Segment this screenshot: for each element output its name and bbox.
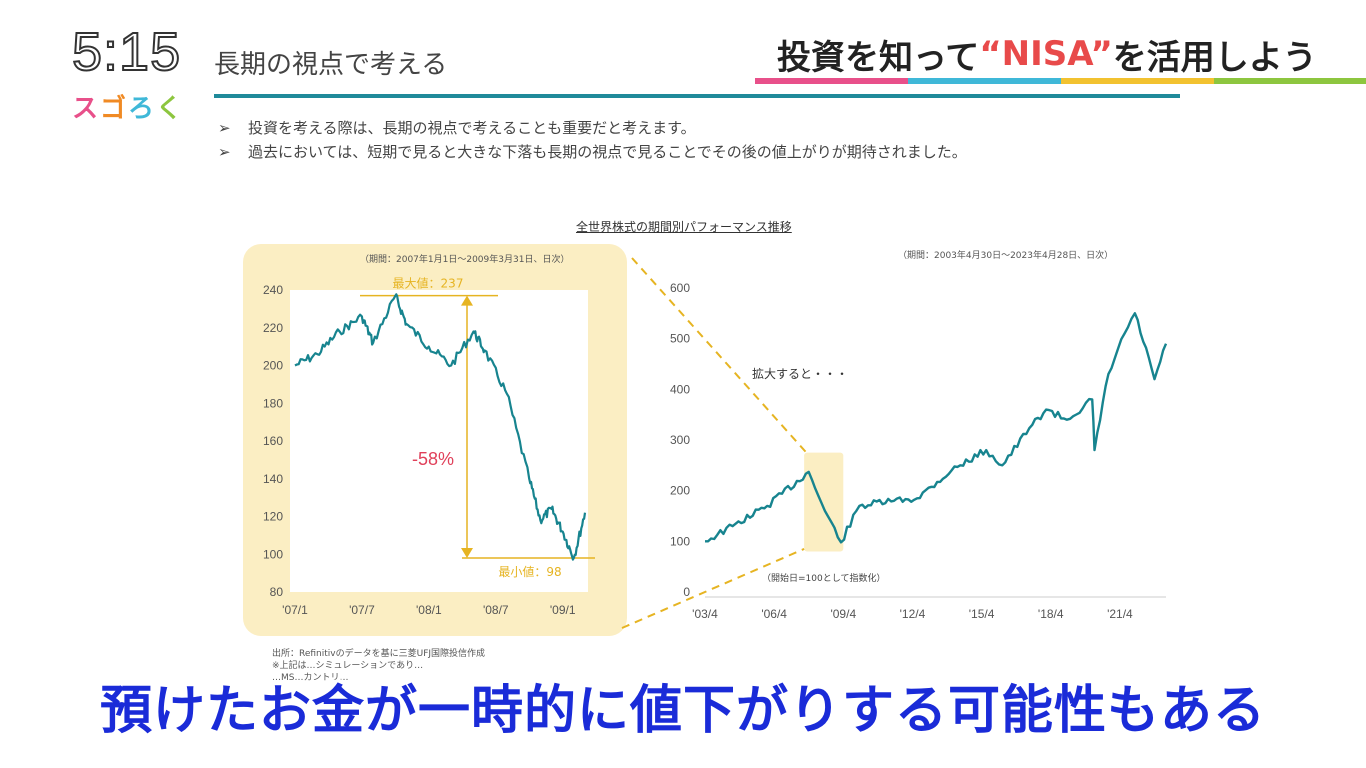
main-y-tick: 300 (670, 433, 690, 447)
max-label: 最大値：237 (393, 276, 464, 291)
banner-stripe-yellow (1061, 78, 1214, 84)
banner-stripe-blue (908, 78, 1061, 84)
source-note: 出所：Refinitivのデータを基に三菱UFJ国際投信作成 ※上記は…シミュレ… (272, 649, 486, 683)
bullet-item: ➢ 投資を考える際は、長期の視点で考えることも重要だと考えます。 (218, 119, 696, 137)
inset-x-tick: '08/1 (416, 603, 442, 617)
inset-y-tick: 100 (263, 547, 283, 561)
zoom-connector-top (631, 257, 808, 454)
inset-y-tick: 160 (263, 434, 283, 448)
main-x-tick: '06/4 (761, 607, 787, 621)
main-y-tick: 600 (670, 281, 690, 295)
drop-arrow-head-up (461, 295, 473, 306)
topic-banner: 投資を知って “NISA” を活用しよう (755, 28, 1366, 80)
main-x-tick: '18/4 (1038, 607, 1064, 621)
inset-y-tick: 140 (263, 472, 283, 486)
main-y-tick: 200 (670, 484, 690, 498)
inset-x-tick: '09/1 (550, 603, 576, 617)
bullet-item: ➢ 過去においては、短期で見ると大きな下落も長期の視点で見ることでその後の値上がり… (218, 143, 967, 161)
inset-period: （期間：2007年1月1日～2009年3月31日、日次） (360, 255, 570, 265)
banner-stripe-pink (755, 78, 908, 84)
program-logo: スゴろく (72, 94, 185, 124)
main-x-tick: '09/4 (830, 607, 856, 621)
slide-title: 長期の視点で考える (214, 50, 448, 80)
inset-y-tick: 120 (263, 510, 283, 524)
main-y-tick: 400 (670, 382, 690, 396)
caption-subtitle: 預けたお金が一時的に値下がりする可能性もある (99, 680, 1266, 741)
index-note: （開始日=100として指数化） (762, 572, 885, 584)
main-x-tick: '15/4 (969, 607, 995, 621)
inset-y-tick: 240 (263, 283, 283, 297)
clock: 5:15 (71, 21, 182, 83)
main-x-tick: '12/4 (900, 607, 926, 621)
main-y-tick: 0 (683, 585, 690, 599)
inset-x-tick: '07/7 (349, 603, 375, 617)
inset-x-tick: '08/7 (483, 603, 509, 617)
inset-y-tick: 80 (270, 585, 284, 599)
main-x-tick: '03/4 (692, 607, 718, 621)
inset-y-tick: 180 (263, 396, 283, 410)
bullet-list: ➢ 投資を考える際は、長期の視点で考えることも重要だと考えます。 ➢ 過去においては… (218, 116, 967, 164)
min-label: 最小値：98 (498, 564, 561, 579)
main-y-tick: 100 (670, 534, 690, 548)
title-rule (214, 94, 1180, 98)
zoom-connector-bottom (621, 548, 805, 629)
chart-heading: 全世界株式の期間別パフォーマンス推移 (576, 220, 792, 234)
drop-arrow-head-down (461, 548, 473, 559)
inset-series-line (294, 293, 587, 561)
inset-plot-area (290, 290, 588, 592)
main-period: （期間：2003年4月30日～2023年4月28日、日次） (898, 251, 1114, 261)
drop-percent-label: -58% (412, 449, 454, 469)
inset-y-tick: 200 (263, 359, 283, 373)
inset-y-tick: 220 (263, 321, 283, 335)
main-series-line (705, 312, 1168, 544)
main-y-tick: 500 (670, 332, 690, 346)
inset-x-tick: '07/1 (282, 603, 308, 617)
zoom-label: 拡大すると・・・ (752, 367, 848, 381)
main-x-tick: '21/4 (1107, 607, 1133, 621)
banner-stripe-green (1214, 78, 1366, 84)
